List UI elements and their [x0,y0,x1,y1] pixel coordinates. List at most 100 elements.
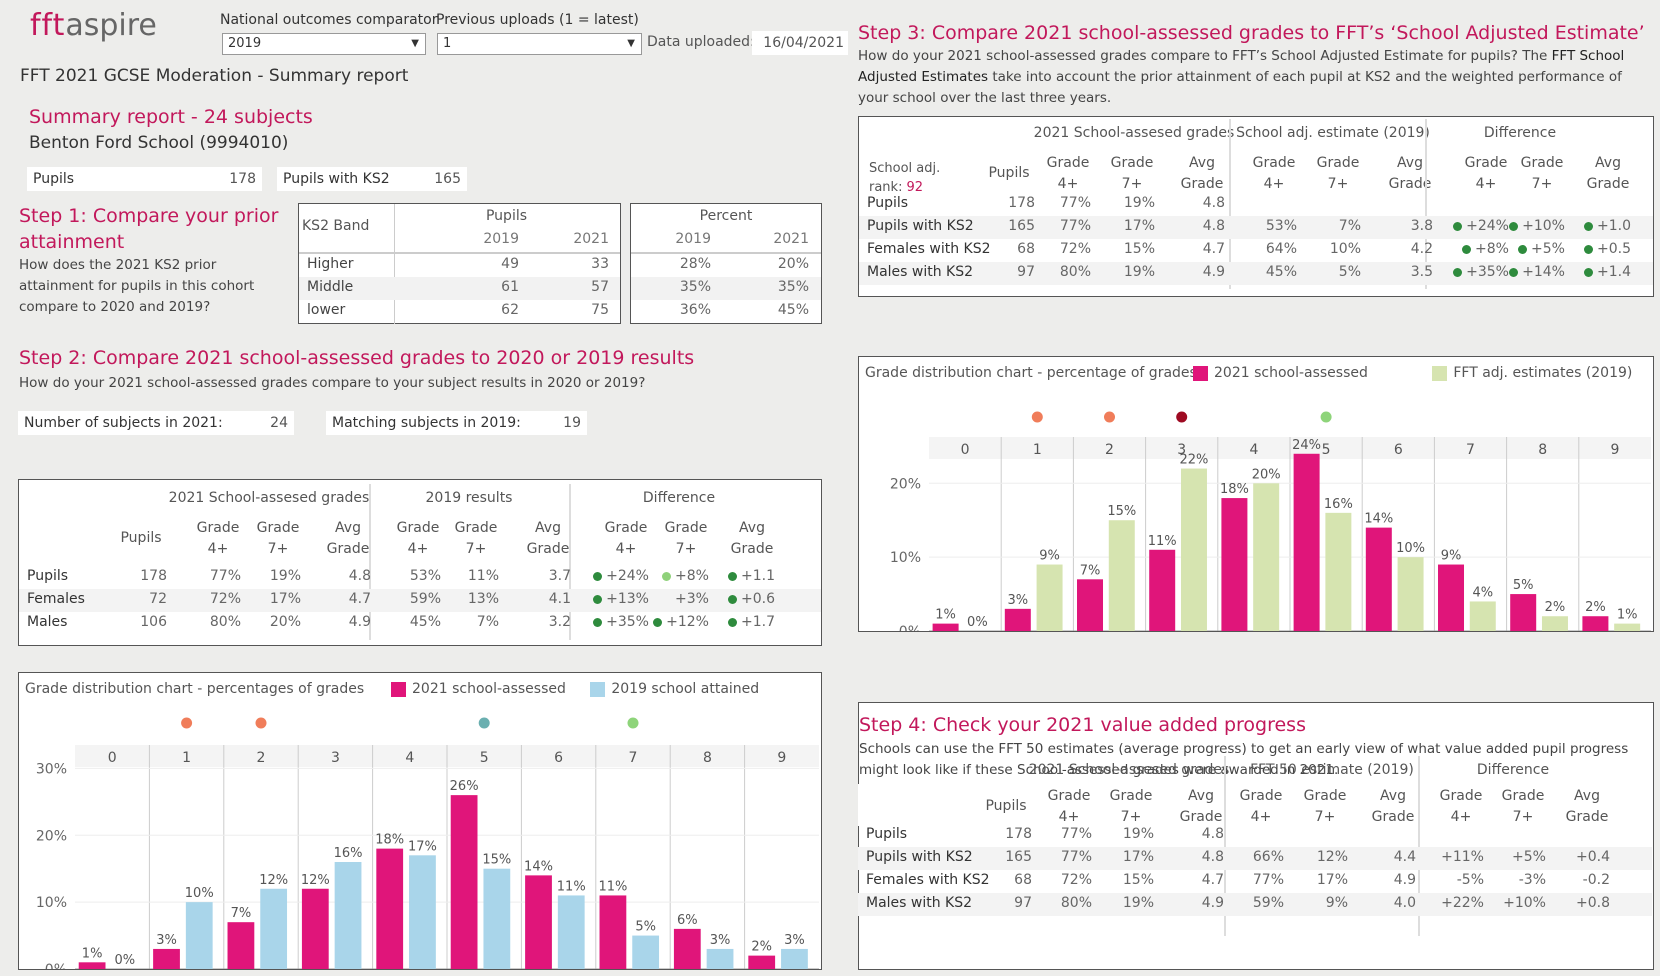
bar-value-label: 7% [1080,563,1101,578]
row-bg [299,277,620,300]
cell-value: 80% [209,614,241,630]
chart-bar [1108,520,1135,631]
uploads-label: Previous uploads (1 = latest) [436,12,639,28]
legend-swatch-2021 [1193,365,1208,381]
pupils-header: Pupils [485,208,528,224]
table-cell: 68 [955,241,1035,257]
cell-value: 4.7 [1202,241,1225,257]
category-label: 8 [703,750,712,766]
chart-bar [1469,601,1496,631]
category-label: 2 [1105,442,1114,458]
pupils-2021: 75 [591,302,609,318]
column-header: Grade 7+ [1316,155,1360,192]
cell-value: 3.8 [1410,218,1433,234]
cell-value: 77% [1252,872,1284,888]
status-dot-icon [662,571,672,581]
y-tick-label: 0% [899,624,921,631]
cell-value: 68 [1014,872,1032,888]
cell-value: 19% [1122,826,1154,842]
comparator-select[interactable]: 2019 ▼ [222,33,426,55]
column-divider [1224,756,1226,936]
chevron-down-icon: ▼ [411,38,419,49]
column-header: Avg Grade [326,520,370,557]
bar-value-label: 1% [935,608,956,623]
cell-value: 10% [1329,241,1361,257]
row-label: Pupils [27,568,69,584]
table-cell: 9% [1268,895,1348,911]
cell-value: 45% [1265,264,1297,280]
step4-va-table: 2021 School-assesed grades FFT 50 estimat… [858,756,1654,970]
chart-bar [153,948,180,969]
table-cell: 45% [1217,264,1297,280]
column-header: Avg Grade [1586,155,1630,192]
chart-bar [1004,608,1031,631]
grade-distribution-chart-2: Grade distribution chart - percentage of… [858,356,1654,632]
category-label: 8 [1538,442,1547,458]
cell-value: 178 [140,568,167,584]
cell-value: +1.7 [741,614,775,630]
table-cell: 12% [1268,849,1348,865]
cell-value: +8% [675,568,709,584]
school-name: Benton Ford School (9994010) [29,133,289,153]
bar-value-label: 11% [1148,534,1177,549]
group-header: 2019 results [425,490,513,506]
table-cell: 77% [1011,218,1091,234]
step3-title: Step 3: Compare 2021 school-assessed gra… [858,22,1645,44]
cell-value: 97 [1014,895,1032,911]
cell-value: 19% [1123,195,1155,211]
step2-results-table: 2021 School-assesed grades 2019 results Di… [18,479,822,646]
table-cell: 11% [419,568,499,584]
cell-value: 4.8 [1202,195,1225,211]
bar-value-label: 10% [1396,541,1425,556]
chart-bar [1293,453,1320,631]
cell-value: 4.2 [1410,241,1433,257]
uploads-select[interactable]: 1 ▼ [437,33,642,55]
table-cell: -3% [1466,872,1546,888]
cell-value: 3.5 [1410,264,1433,280]
chart1-plot: 0 1 2 3 4 5 6 7 8 9 0% 10% 20% 30% 1% 3% 7% 12% 18% 26% 14% 1… [36,717,819,969]
table-cell: 68 [952,872,1032,888]
chart-bar [185,902,213,969]
step4-desc: Schools can use the FFT 50 estimates (av… [859,741,1629,778]
cell-value: +1.1 [741,568,775,584]
table-cell: 17% [221,591,301,607]
cell-value: 106 [140,614,167,630]
bar-value-label: 0% [967,615,988,630]
bar-value-label: 3% [156,933,177,948]
indicator-dot [1031,411,1043,423]
chart-bar [557,895,585,969]
table-cell: +11% [1404,849,1484,865]
column-header: Avg Grade [1180,155,1224,192]
cell-value: +0.8 [1576,895,1610,911]
table-cell: +22% [1404,895,1484,911]
bar-value-label: 18% [1220,482,1249,497]
chart2-plot: 0 1 2 3 4 5 6 7 8 9 0% 10% 20% 1% 3% 7% 11% 18% 24% 14% 9% 5%… [890,411,1651,631]
bar-value-label: 0% [115,953,136,968]
bar-value-label: 7% [231,906,252,921]
bar-value-label: 3% [784,933,805,948]
table-cell: 4.9 [1144,895,1224,911]
comparator-value: 2019 [228,36,262,51]
table-cell: 4.9 [1336,872,1416,888]
cell-value: +0.6 [741,591,775,607]
cell-value: +10% [1503,895,1546,911]
table-cell: +14% [1485,264,1565,280]
table-cell: 64% [1217,241,1297,257]
chart-bar [1253,483,1280,631]
cell-value: 72% [1060,872,1092,888]
column-divider [1418,756,1420,936]
category-label: 4 [405,750,414,766]
fft-aspire-logo: fftaspire [30,8,157,44]
cell-value: 9% [1325,895,1348,911]
chart-bar [1149,549,1176,631]
chart1-title: Grade distribution chart - percentages o… [25,681,365,697]
data-uploaded-label: Data uploaded: [647,34,755,50]
cell-value: 17% [1316,872,1348,888]
step3-desc-part1: How do your 2021 school-assessed grades … [858,48,1552,64]
subjects-label: Number of subjects in 2021: [24,415,223,431]
category-label: 6 [1394,442,1403,458]
header-band [19,516,821,566]
chart-bar [1365,527,1392,631]
status-dot-icon [728,571,737,581]
column-header: Grade 7+ [1501,788,1545,825]
